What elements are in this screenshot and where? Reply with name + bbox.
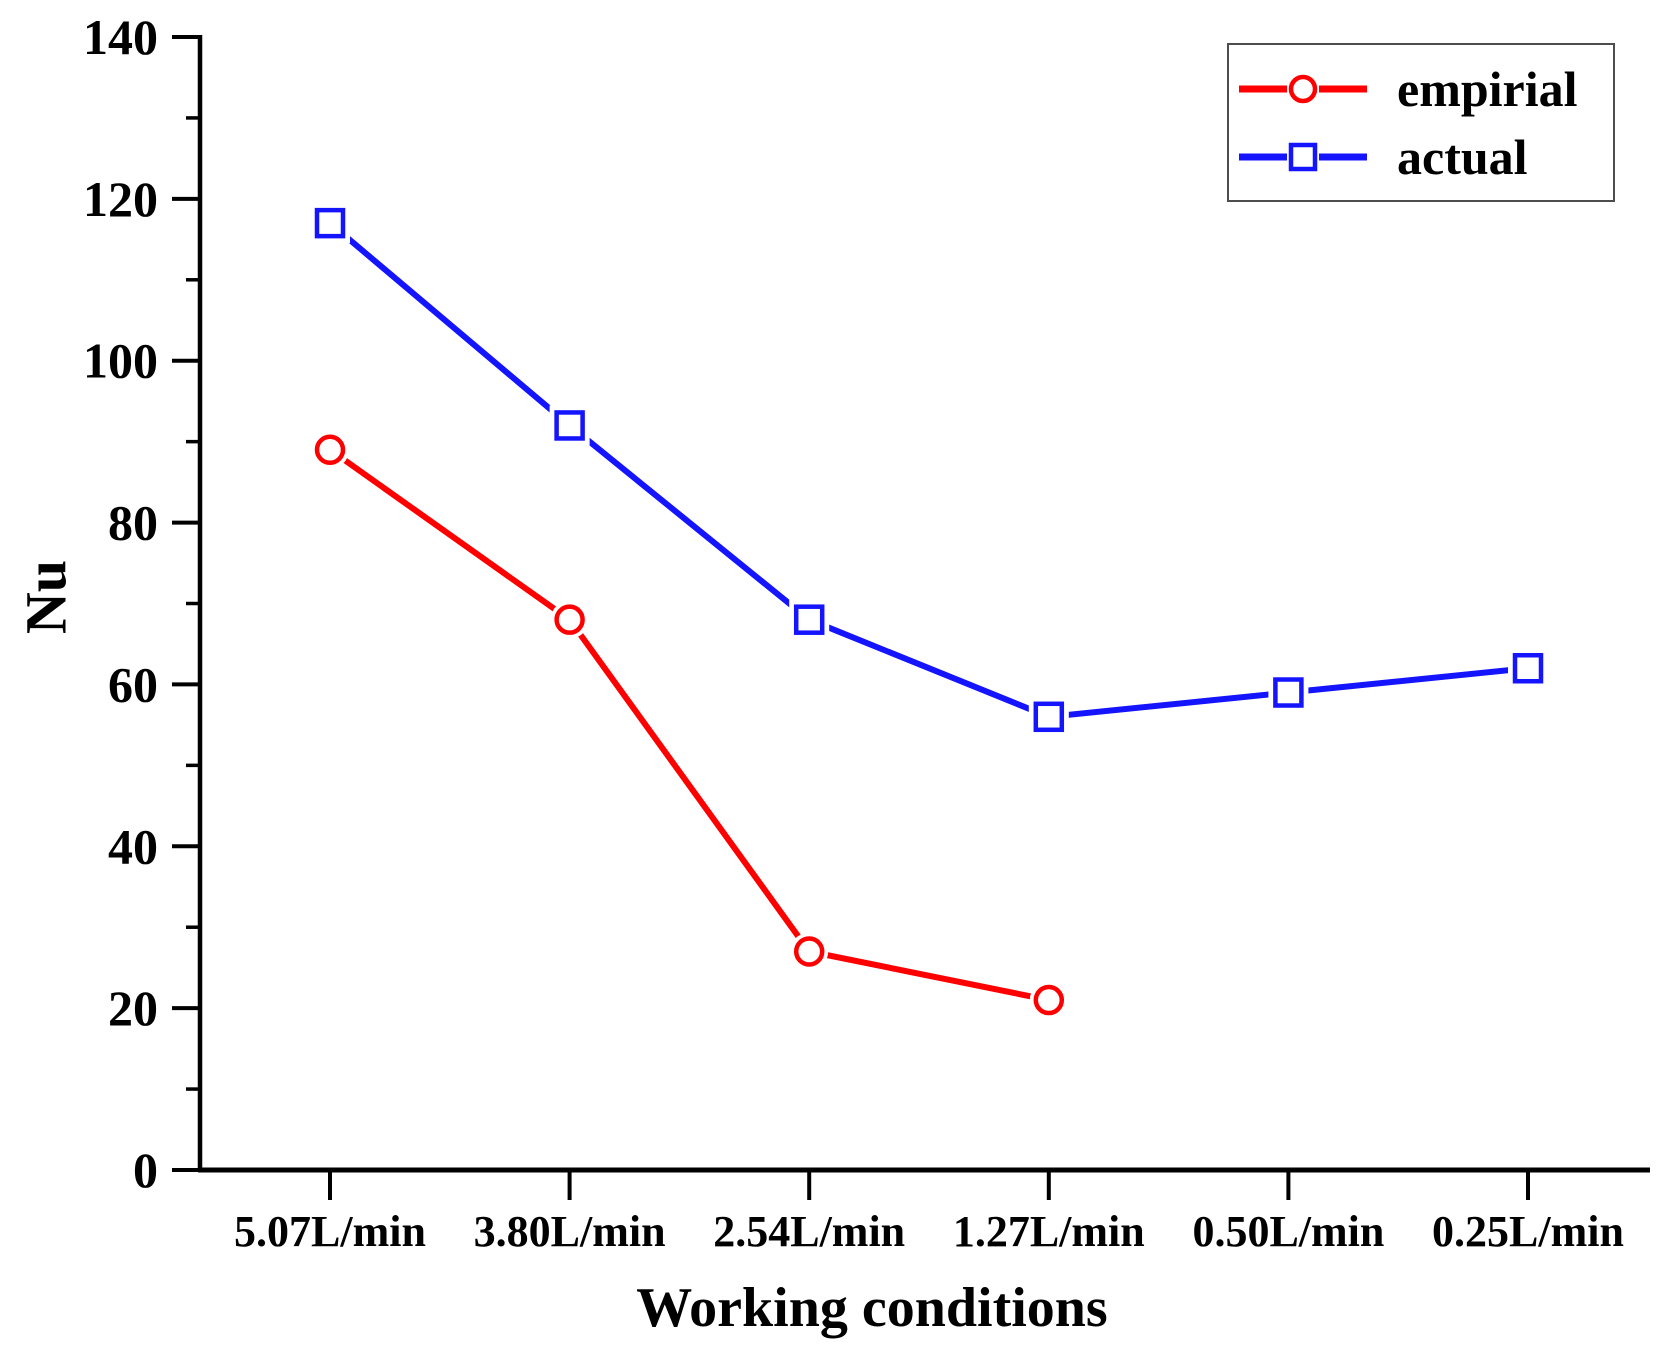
x-tick-label: 2.54L/min — [713, 1207, 905, 1256]
y-tick-label: 80 — [108, 495, 158, 551]
data-point-actual — [1273, 677, 1304, 708]
data-point-actual — [1512, 652, 1544, 684]
x-tick-label: 1.27L/min — [953, 1207, 1145, 1256]
y-tick-label: 120 — [83, 171, 158, 227]
data-point-actual — [793, 604, 825, 635]
legend-item-empirial: empirial — [1237, 64, 1613, 114]
legend-line-square-icon — [1239, 142, 1367, 171]
x-axis-title: Working conditions — [636, 1277, 1108, 1339]
data-point-empirial — [793, 936, 825, 967]
y-tick-label: 20 — [108, 980, 158, 1036]
legend-label-empirial: empirial — [1397, 60, 1578, 117]
y-tick-label: 0 — [133, 1142, 158, 1198]
y-tick-label: 60 — [108, 656, 158, 712]
x-tick-label: 0.50L/min — [1192, 1207, 1384, 1256]
legend: empirial actual — [1227, 43, 1615, 202]
data-point-empirial — [1033, 984, 1065, 1016]
data-point-actual — [1033, 701, 1065, 733]
series-line-empirial — [328, 447, 1050, 1003]
y-tick-label: 100 — [83, 333, 158, 389]
series-line-actual — [328, 220, 1529, 720]
y-tick-label: 40 — [108, 818, 158, 874]
legend-label-actual: actual — [1397, 128, 1528, 185]
data-point-actual — [554, 410, 585, 441]
x-tick-label: 5.07L/min — [234, 1207, 426, 1256]
x-tick-label: 0.25L/min — [1432, 1207, 1624, 1256]
data-point-empirial — [554, 604, 585, 635]
legend-line-circle-icon — [1239, 74, 1367, 103]
legend-item-actual: actual — [1237, 132, 1613, 182]
data-point-empirial — [314, 434, 346, 465]
x-tick-label: 3.80L/min — [474, 1207, 666, 1256]
y-tick-label: 140 — [83, 9, 158, 65]
y-axis-title: Nu — [13, 559, 79, 635]
data-point-actual — [314, 207, 346, 239]
